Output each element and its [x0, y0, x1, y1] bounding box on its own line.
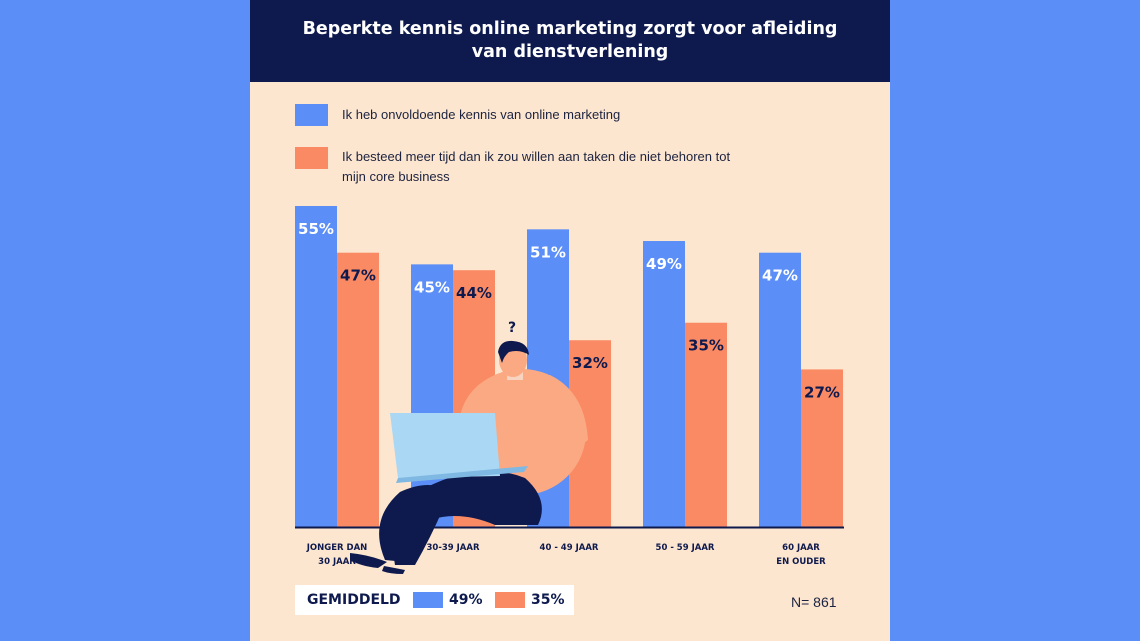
data-label-series-1-cat-4: 49%	[646, 255, 682, 273]
laptop-base	[396, 466, 528, 483]
legend-swatch-series-2	[295, 147, 328, 169]
bar-series-2-cat-1	[337, 252, 379, 527]
legend-label-series-2-line-1: Ik besteed meer tijd dan ik zou willen a…	[342, 149, 731, 164]
average-swatch-series-2	[495, 592, 525, 608]
legend-label-series-1: Ik heb onvoldoende kennis van online mar…	[342, 107, 621, 122]
laptop-screen	[390, 413, 500, 478]
legend-label-series-2-line-2: mijn core business	[342, 169, 450, 184]
chart-title-line-2: van dienstverlening	[471, 42, 669, 62]
data-label-series-1-cat-3: 51%	[530, 243, 566, 261]
data-label-series-2-cat-5: 27%	[804, 383, 840, 401]
x-tick-label-4: 50 - 59 JAAR	[655, 543, 715, 553]
data-label-series-1-cat-2: 45%	[414, 278, 450, 296]
average-value-series-2: 35%	[531, 592, 565, 608]
bar-chart: 55% 47% 45% 44% 51% 32% 49% 35% 47% 27% ?	[295, 206, 844, 574]
person-leg-front	[393, 485, 450, 565]
average-value-series-1: 49%	[449, 592, 483, 608]
x-tick-label-3: 40 - 49 JAAR	[539, 543, 599, 553]
data-label-series-1-cat-1: 55%	[298, 220, 334, 238]
person-arm	[498, 439, 540, 460]
x-tick-label-5: 60 JAAR EN OUDER	[776, 543, 826, 567]
bar-series-1-cat-5	[759, 252, 801, 527]
question-mark: ?	[508, 320, 516, 336]
x-tick-label-1: JONGER DAN 30 JAAR	[306, 543, 368, 567]
bar-series-1-cat-4	[643, 241, 685, 527]
bar-series-2-cat-5	[801, 369, 843, 527]
average-swatch-series-1	[413, 592, 443, 608]
average-label: GEMIDDELD	[307, 592, 401, 608]
data-label-series-1-cat-5: 47%	[762, 267, 798, 285]
chart-title-line-1: Beperkte kennis online marketing zorgt v…	[302, 19, 838, 39]
person-foot-left	[350, 553, 387, 568]
average-box: GEMIDDELD 49% 35%	[295, 585, 574, 615]
data-label-series-2-cat-2: 44%	[456, 284, 492, 302]
header-banner: Beperkte kennis online marketing zorgt v…	[250, 0, 890, 82]
data-label-series-2-cat-4: 35%	[688, 337, 724, 355]
person-with-laptop-illustration: ?	[350, 320, 588, 574]
person-foot-right	[382, 566, 405, 574]
person-hair	[498, 340, 529, 363]
x-tick-label-2: 30-39 JAAR	[426, 543, 480, 553]
bar-series-2-cat-4	[685, 322, 727, 527]
sample-size: N= 861	[791, 594, 837, 610]
bar-series-1-cat-1	[295, 206, 337, 527]
data-label-series-2-cat-1: 47%	[340, 267, 376, 285]
infographic-card: Beperkte kennis online marketing zorgt v…	[250, 0, 890, 641]
legend-swatch-series-1	[295, 104, 328, 126]
data-label-series-2-cat-3: 32%	[572, 354, 608, 372]
bars-layer: 55% 47% 45% 44% 51% 32% 49% 35% 47% 27%	[295, 206, 843, 527]
